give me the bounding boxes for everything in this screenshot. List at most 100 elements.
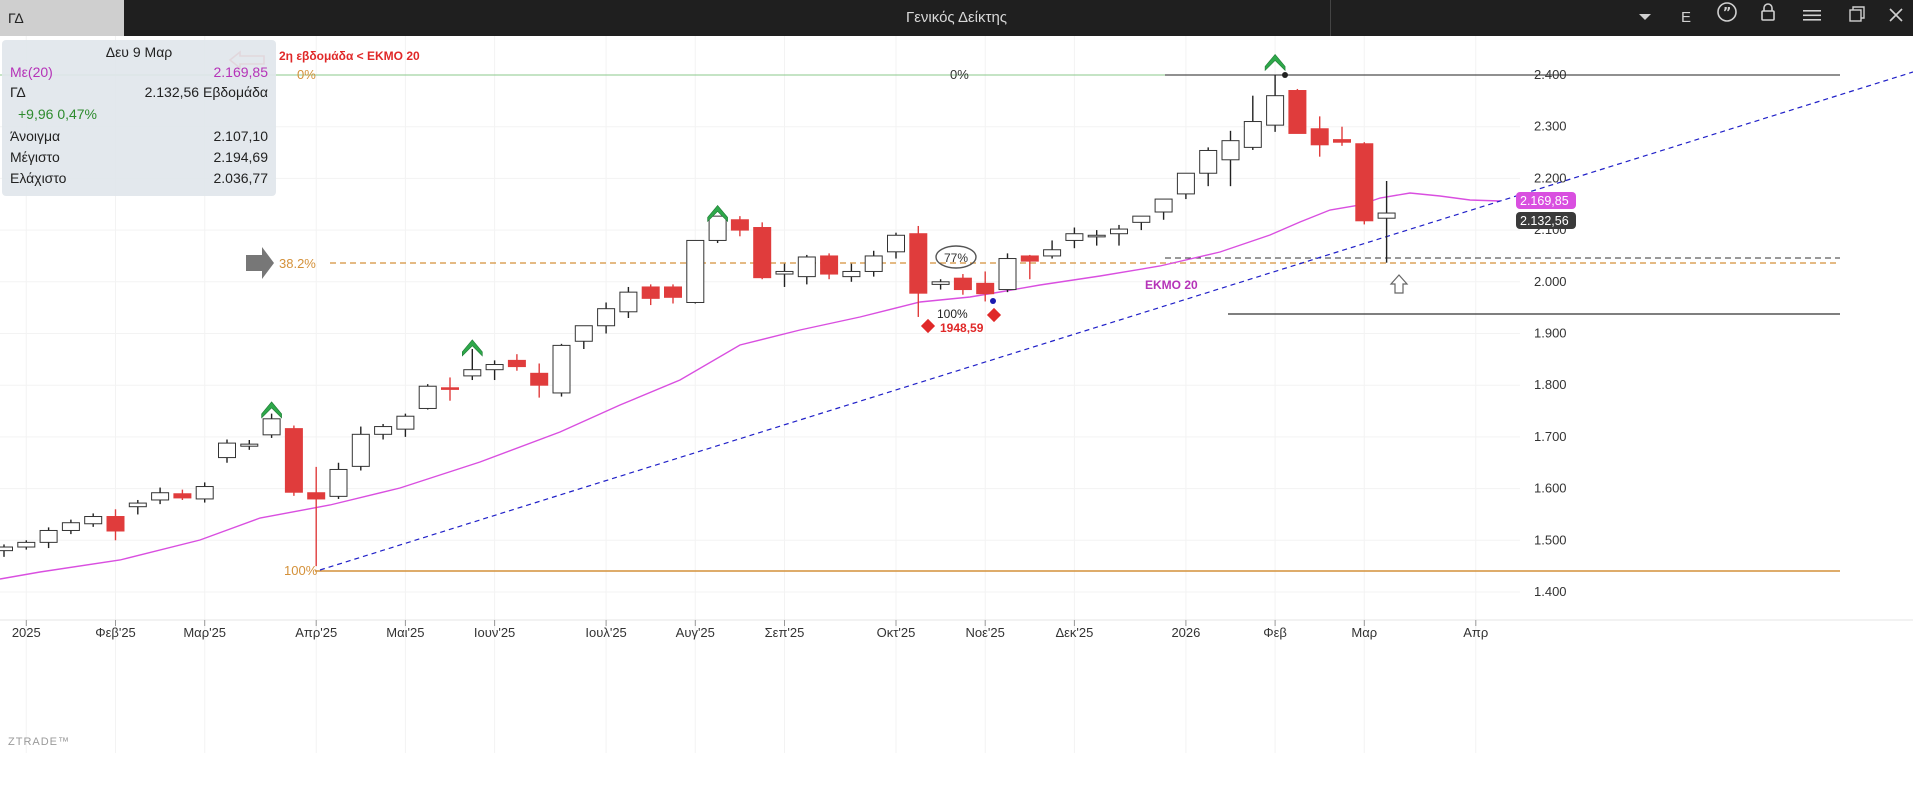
close-icon[interactable] — [1879, 0, 1913, 36]
candle-body — [842, 270, 861, 278]
last-price-tag — [1516, 212, 1576, 229]
info-symbol-label: ΓΔ — [10, 84, 26, 100]
info-panel: Δευ 9 Μαρ Με(20) 2.169,85 ΓΔ 2.132,56 Εβ… — [2, 40, 276, 196]
info-ma-row: Με(20) 2.169,85 — [10, 62, 268, 82]
pivot-dot — [1282, 72, 1288, 78]
candle-body — [931, 281, 950, 285]
annotation-week-below-ema: 2η εβδομάδα < ΕΚΜΟ 20 — [279, 49, 420, 63]
info-open-row: Άνοιγμα 2.107,10 — [10, 126, 268, 146]
candle-body — [1087, 234, 1106, 238]
candle-body — [797, 256, 816, 278]
candle-body — [976, 282, 995, 295]
last-price-tag-label: 2.132,56 — [1520, 214, 1569, 228]
x-tick-label: Οκτ'25 — [877, 625, 916, 640]
candle-body — [664, 286, 682, 298]
candle — [842, 263, 861, 282]
price-chart[interactable]: 1.4001.5001.6001.7001.8001.9002.0002.100… — [0, 36, 1913, 791]
language-button[interactable]: E — [1680, 9, 1691, 26]
candle — [909, 225, 928, 317]
candle — [574, 325, 593, 350]
candle — [173, 489, 192, 500]
candle-body — [753, 227, 772, 279]
candle-body — [619, 291, 638, 313]
candle — [396, 413, 415, 437]
candle-body — [552, 344, 571, 394]
candle — [797, 254, 816, 285]
info-low-label: Ελάχιστο — [10, 170, 67, 186]
candle-body — [485, 364, 504, 371]
candle-body — [686, 239, 705, 303]
candle — [1020, 254, 1039, 280]
candle-body — [708, 215, 727, 241]
signal-up-icon — [261, 401, 282, 419]
candle — [151, 487, 170, 505]
candle-body — [887, 234, 905, 253]
chevron-down-icon[interactable] — [1628, 0, 1662, 36]
quote-icon[interactable]: ” — [1710, 0, 1744, 36]
candle-body — [864, 255, 883, 272]
candle — [1310, 116, 1329, 157]
candle — [418, 384, 437, 410]
candle — [128, 499, 147, 515]
candle-body — [1221, 140, 1240, 161]
x-tick-label: Απρ — [1463, 625, 1488, 640]
candle — [84, 513, 103, 527]
candle-body — [195, 486, 214, 500]
y-tick-label: 2.000 — [1534, 274, 1567, 289]
candle-body — [1333, 139, 1351, 143]
markers — [228, 50, 1409, 419]
candle-body — [1110, 228, 1128, 235]
candle-body — [1043, 249, 1062, 257]
candle — [1087, 230, 1106, 246]
fibonacci-levels — [0, 74, 1840, 572]
candle — [753, 222, 772, 280]
x-tick-label: Μαρ'25 — [183, 625, 226, 640]
lock-icon[interactable] — [1751, 0, 1785, 36]
toolbar-divider — [1330, 0, 1331, 36]
y-tick-label: 1.900 — [1534, 326, 1567, 341]
candle-body — [307, 492, 326, 500]
info-symbol-row: ΓΔ 2.132,56 Εβδομάδα — [10, 82, 268, 102]
candle-body — [329, 468, 348, 497]
candle — [441, 377, 459, 401]
pivot-dot — [990, 298, 996, 304]
candle — [619, 286, 638, 318]
info-high-label: Μέγιστο — [10, 149, 60, 165]
candle-body — [418, 385, 437, 409]
fib-label-0: 0% — [297, 67, 316, 82]
candle-body — [530, 372, 549, 386]
low-marker-icon — [920, 318, 936, 334]
title-bar: ΓΔ Γενικός Δείκτης E ” — [0, 0, 1913, 36]
candle — [976, 271, 995, 302]
candle-body — [953, 277, 972, 291]
candle-body — [597, 308, 616, 327]
candle — [1065, 227, 1084, 249]
annotation-ema20: ΕΚΜΟ 20 — [1145, 278, 1198, 292]
candle — [1043, 240, 1062, 259]
arrow-right-icon — [246, 247, 274, 279]
candle — [597, 302, 616, 334]
candle-body — [262, 418, 281, 436]
candle-body — [374, 426, 393, 435]
candle-body — [507, 359, 526, 368]
candle-body — [1065, 233, 1084, 241]
candle — [708, 215, 727, 244]
annotation-low-value: 1948,59 — [940, 321, 984, 335]
symbol-field[interactable]: ΓΔ — [0, 0, 124, 36]
candle — [61, 519, 80, 535]
info-date: Δευ 9 Μαρ — [105, 44, 173, 60]
svg-text:”: ” — [1723, 6, 1732, 21]
candle — [1199, 147, 1218, 187]
candle — [1110, 224, 1128, 246]
candle-body — [998, 258, 1017, 291]
watermark: ZTRADE™ — [8, 736, 70, 748]
x-tick-label: Μαι'25 — [386, 625, 424, 640]
candle — [1132, 215, 1151, 231]
info-symbol-value: 2.132,56 Εβδομάδα — [144, 84, 268, 100]
y-tick-label: 2.200 — [1534, 170, 1567, 185]
restore-icon[interactable] — [1840, 0, 1874, 36]
candle-body — [106, 516, 125, 532]
candle — [1288, 88, 1307, 134]
info-low-row: Ελάχιστο 2.036,77 — [10, 168, 268, 188]
menu-icon[interactable] — [1795, 0, 1829, 36]
